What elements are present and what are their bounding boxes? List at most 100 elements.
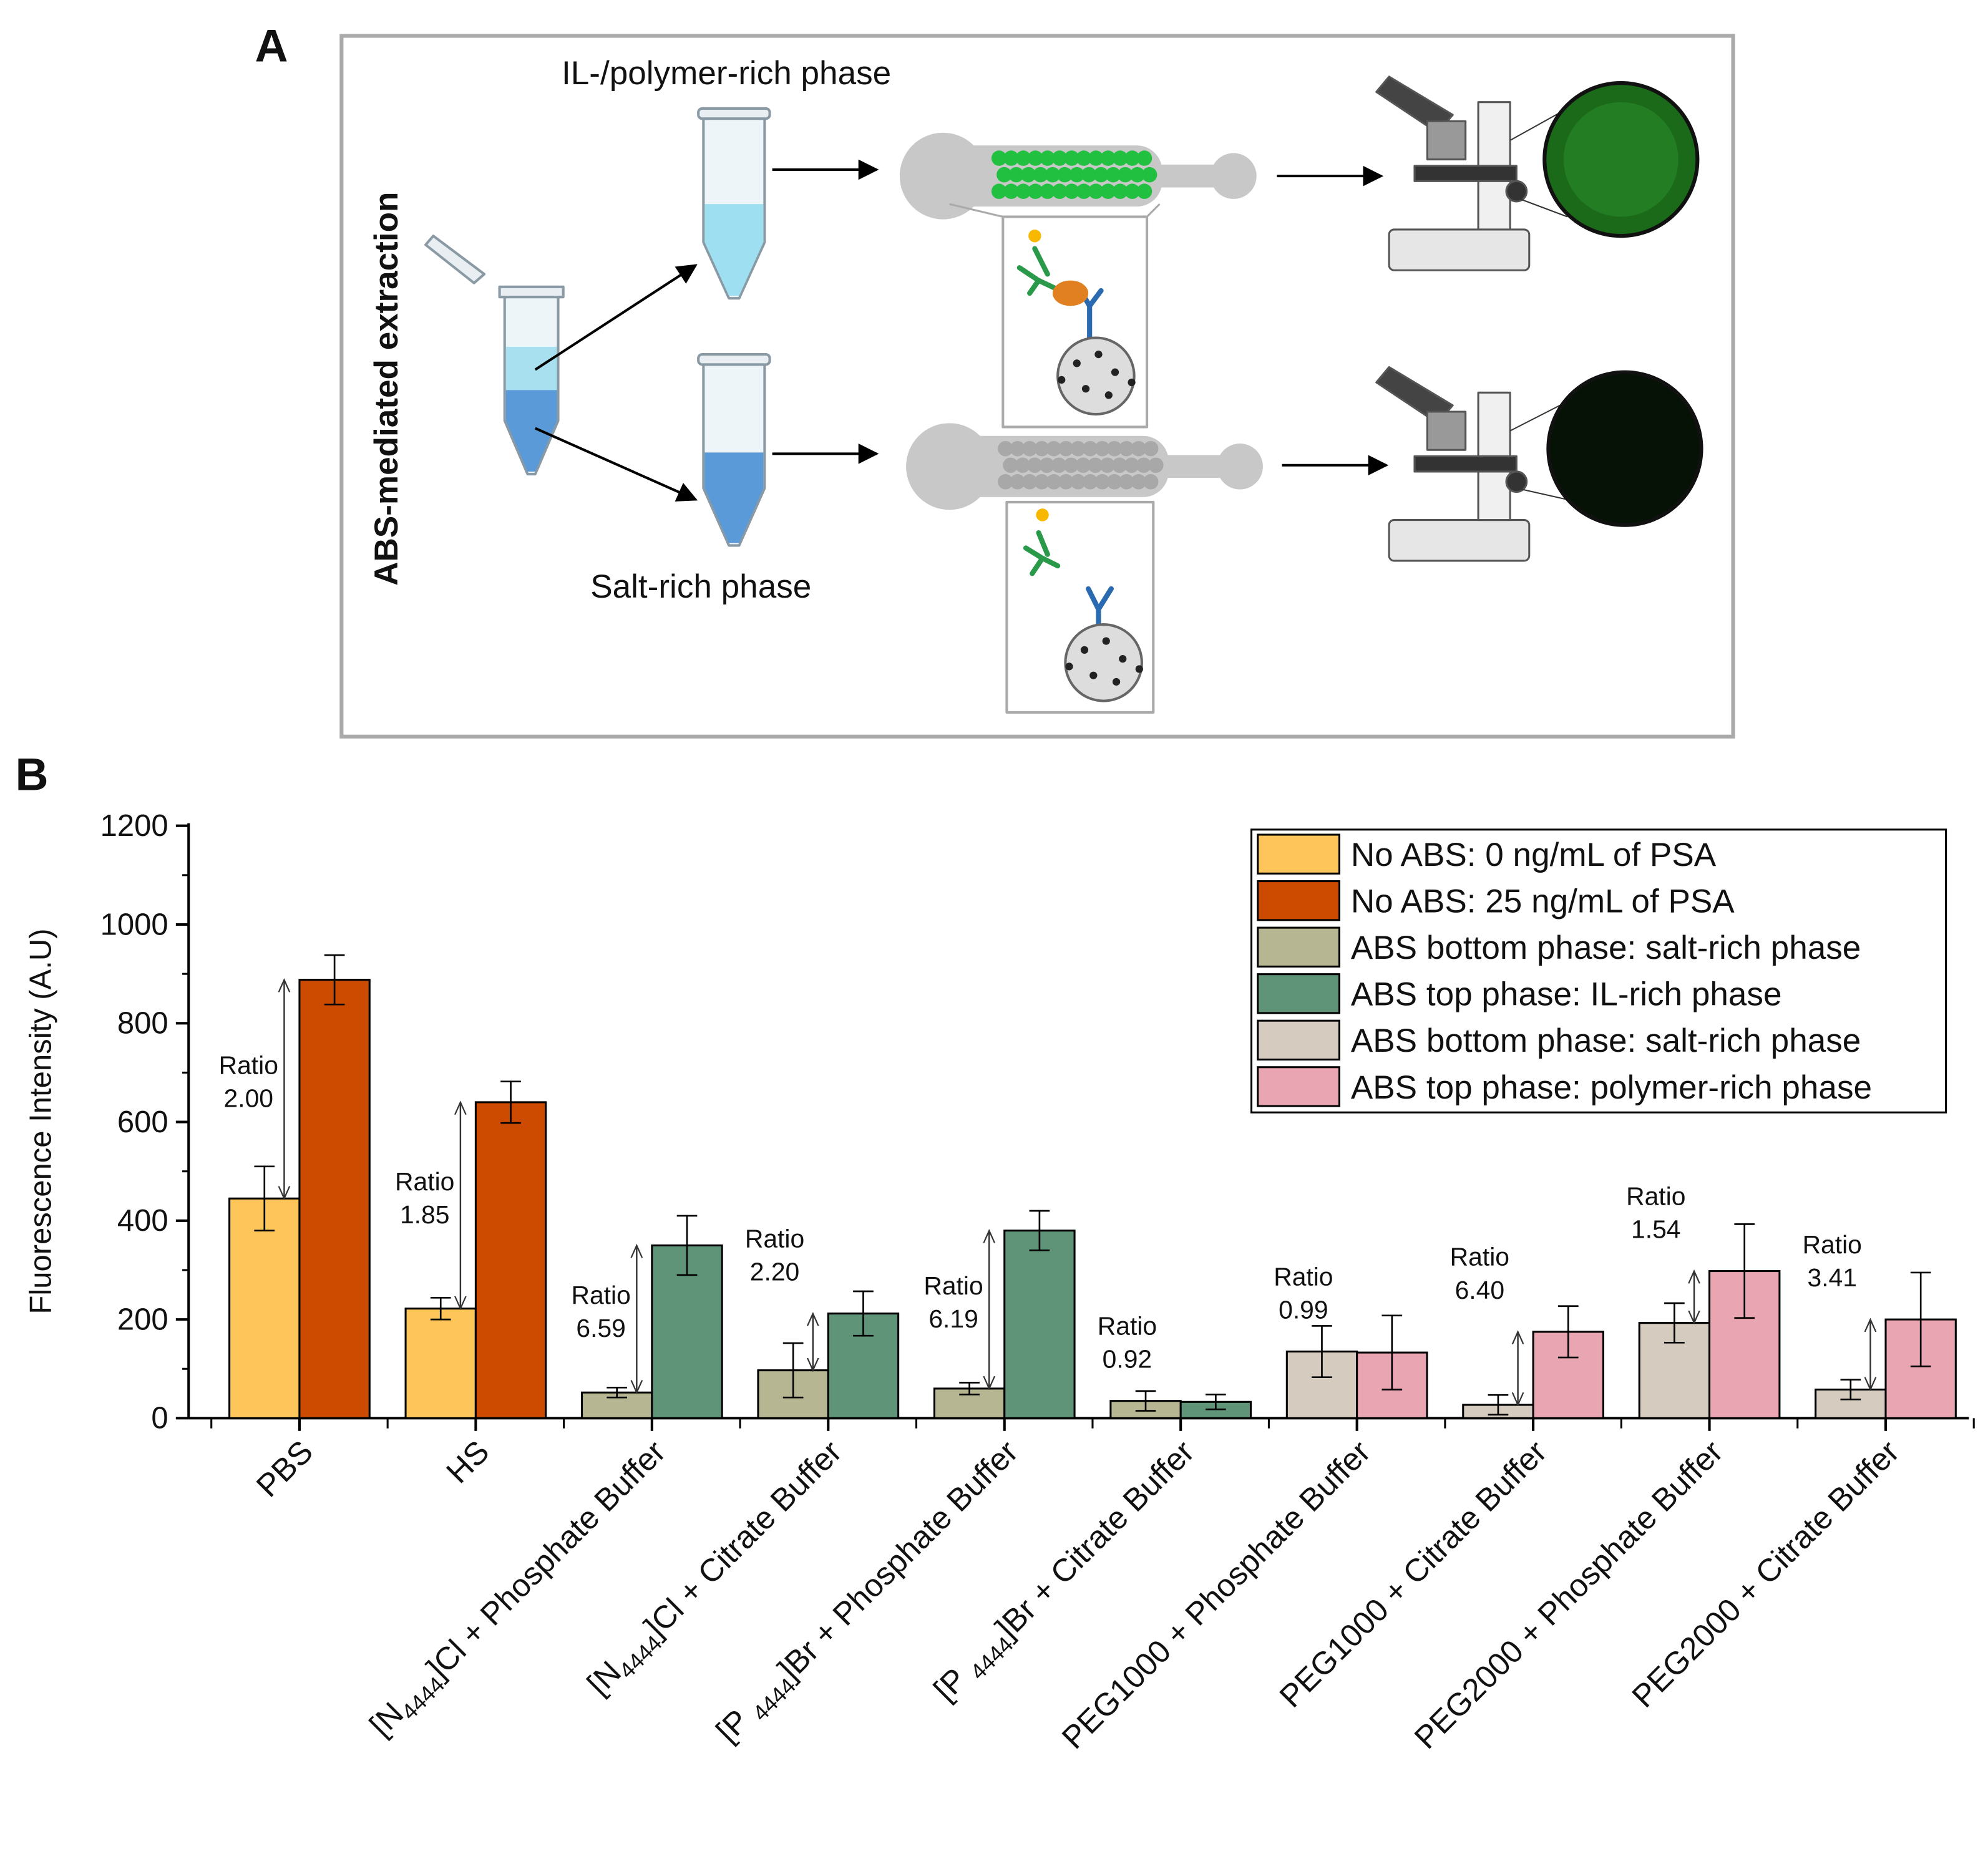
- error-bar: [1734, 1223, 1755, 1319]
- error-bar: [1910, 1271, 1931, 1367]
- ratio-label: Ratio: [571, 1281, 630, 1309]
- droplet: [1063, 457, 1079, 473]
- droplet: [991, 150, 1007, 166]
- droplet: [1046, 474, 1062, 490]
- error-bar: [1840, 1379, 1861, 1400]
- legend-label: No ABS: 0 ng/mL of PSA: [1351, 837, 1717, 873]
- droplet: [1119, 474, 1134, 490]
- droplet: [1010, 440, 1026, 457]
- error-bar: [1206, 1394, 1226, 1410]
- legend-swatch: [1257, 1019, 1340, 1061]
- droplet: [1015, 457, 1031, 473]
- droplet: [1124, 150, 1140, 166]
- legend-label: ABS top phase: polymer-rich phase: [1351, 1069, 1872, 1106]
- error-bar: [1312, 1325, 1332, 1379]
- droplet: [1136, 183, 1152, 199]
- y-tick-label: 1000: [100, 908, 168, 941]
- droplet: [1093, 167, 1109, 183]
- droplet: [991, 183, 1007, 199]
- droplet: [1046, 440, 1062, 457]
- droplet: [1003, 150, 1019, 166]
- ratio-value: 3.41: [1807, 1263, 1856, 1292]
- error-bar: [1664, 1302, 1685, 1344]
- ratio-label: Ratio: [923, 1271, 983, 1300]
- error-bar: [676, 1215, 698, 1276]
- droplet: [1141, 167, 1157, 183]
- y-tick-label: 600: [117, 1105, 168, 1139]
- droplet: [1058, 440, 1074, 457]
- droplet: [1028, 183, 1043, 199]
- droplet: [1034, 440, 1050, 457]
- droplet: [1112, 183, 1128, 199]
- error-bar: [1557, 1305, 1579, 1359]
- droplet: [1039, 457, 1055, 473]
- droplet: [1105, 167, 1121, 183]
- droplet: [1100, 183, 1116, 199]
- ratio-value: 2.00: [224, 1084, 273, 1113]
- diagram: [424, 75, 1703, 714]
- panel-label: A: [255, 19, 288, 71]
- y-tick-label: 1200: [100, 809, 168, 843]
- droplet: [1124, 457, 1139, 473]
- droplet: [1136, 457, 1152, 473]
- droplet: [1111, 457, 1128, 473]
- ratio-value: 2.20: [750, 1258, 799, 1286]
- top-label: IL-/polymer-rich phase: [562, 55, 891, 92]
- bar: [1003, 1230, 1076, 1419]
- droplet: [1070, 474, 1086, 490]
- ratio-value: 1.85: [400, 1200, 449, 1229]
- droplet: [1106, 474, 1123, 490]
- droplet: [1021, 474, 1038, 490]
- droplet: [1033, 167, 1048, 183]
- droplet: [1010, 474, 1026, 490]
- x-tick-label: PBS: [250, 1434, 320, 1504]
- droplet: [1051, 183, 1068, 199]
- error-bar: [607, 1386, 628, 1399]
- error-bar: [1488, 1394, 1509, 1416]
- droplet: [1034, 474, 1050, 490]
- droplet: [1082, 440, 1098, 457]
- droplet: [1112, 150, 1128, 166]
- droplet: [1088, 183, 1104, 199]
- droplet: [1028, 150, 1043, 166]
- legend-swatch: [1257, 880, 1340, 921]
- droplet: [1020, 167, 1036, 183]
- ratio-label: Ratio: [1803, 1230, 1862, 1259]
- panel-label: B: [16, 749, 49, 800]
- error-bar: [782, 1342, 804, 1399]
- ratio-label: Ratio: [219, 1051, 278, 1079]
- error-bar: [959, 1382, 980, 1395]
- bar: [474, 1101, 547, 1419]
- droplet: [1045, 167, 1061, 183]
- ratio-label: Ratio: [1098, 1311, 1157, 1340]
- droplet: [1088, 457, 1103, 473]
- legend-label: ABS bottom phase: salt-rich phase: [1351, 1022, 1861, 1059]
- droplet: [996, 167, 1012, 183]
- error-bar: [430, 1296, 451, 1321]
- error-bar: [1135, 1390, 1156, 1412]
- ratio-label: Ratio: [745, 1224, 804, 1253]
- legend-box: [1250, 828, 1947, 1114]
- droplet: [1106, 440, 1123, 457]
- droplet: [1069, 167, 1085, 183]
- droplet: [1119, 440, 1134, 457]
- bar: [404, 1308, 477, 1419]
- y-tick-label: 0: [151, 1402, 168, 1435]
- error-bar: [853, 1290, 874, 1337]
- ratio-label: Ratio: [395, 1167, 454, 1196]
- droplet: [1094, 474, 1110, 490]
- droplet: [1015, 183, 1031, 199]
- droplet: [998, 474, 1013, 490]
- legend-label: ABS bottom phase: salt-rich phase: [1351, 929, 1861, 966]
- ratio-value: 1.54: [1631, 1215, 1680, 1243]
- ratio-value: 0.92: [1103, 1345, 1152, 1374]
- droplet: [1064, 183, 1079, 199]
- droplet: [1003, 457, 1018, 473]
- bar: [298, 979, 371, 1419]
- bottom-label: Salt-rich phase: [590, 568, 811, 605]
- droplet: [1015, 150, 1031, 166]
- droplet: [1118, 167, 1133, 183]
- droplet: [1131, 440, 1147, 457]
- x-tick-label: PEG2000 + Phosphate Buffer: [1408, 1434, 1730, 1755]
